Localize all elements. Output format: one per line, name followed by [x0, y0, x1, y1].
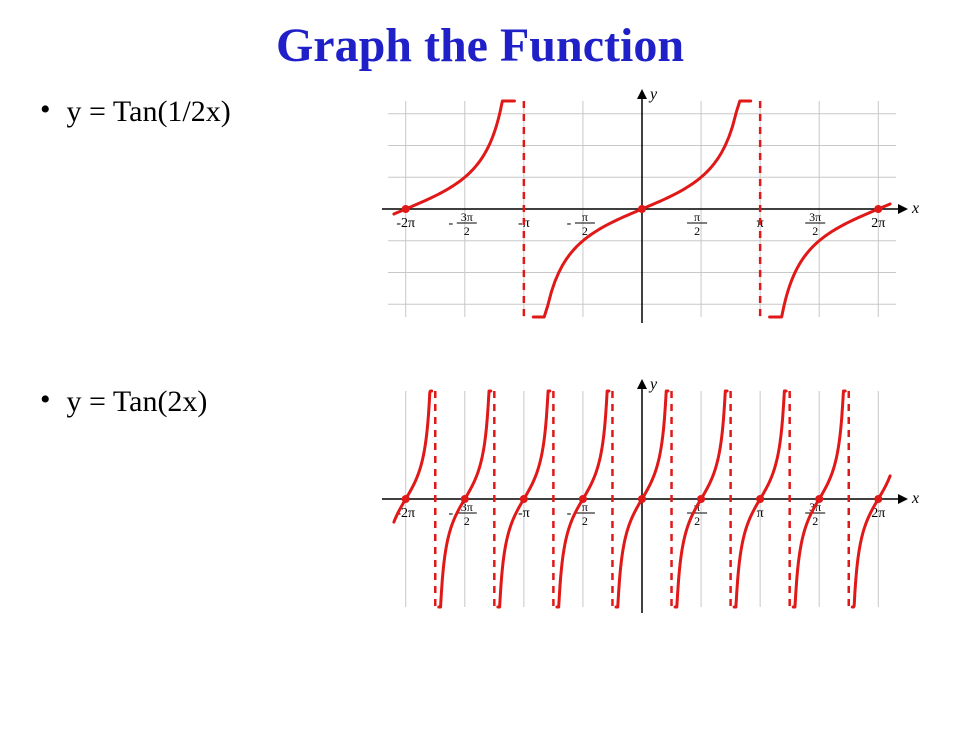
svg-text:2: 2	[582, 514, 588, 528]
bullet-2: • y = Tan(2x)	[40, 375, 360, 419]
svg-text:2: 2	[464, 514, 470, 528]
chart-2-container: xy-2π-3π2-π-π2π2π3π22π	[360, 375, 940, 635]
svg-text:-: -	[448, 216, 453, 231]
svg-text:2: 2	[694, 514, 700, 528]
svg-text:-2π: -2π	[396, 216, 415, 231]
svg-text:y: y	[648, 86, 658, 103]
svg-text:y: y	[648, 376, 658, 393]
svg-text:x: x	[911, 490, 919, 507]
svg-text:3π: 3π	[461, 210, 473, 224]
svg-text:2: 2	[812, 514, 818, 528]
svg-text:2π: 2π	[871, 216, 885, 231]
svg-text:-: -	[567, 506, 572, 521]
chart-2: xy-2π-3π2-π-π2π2π3π22π	[360, 375, 920, 635]
svg-text:-: -	[567, 216, 572, 231]
row-2: • y = Tan(2x) xy-2π-3π2-π-π2π2π3π22π	[40, 375, 940, 635]
page-title: Graph the Function	[0, 18, 960, 73]
svg-text:3π: 3π	[809, 210, 821, 224]
chart-1: xy-2π-3π2-π-π2π2π3π22π	[360, 85, 920, 345]
bullet-dot-icon: •	[40, 385, 51, 415]
svg-text:π: π	[757, 506, 764, 521]
svg-text:2: 2	[694, 224, 700, 238]
svg-text:π: π	[582, 210, 588, 224]
svg-text:-: -	[448, 506, 453, 521]
svg-text:x: x	[911, 200, 919, 217]
svg-text:2: 2	[812, 224, 818, 238]
bullet-1-text: y = Tan(1/2x)	[67, 95, 231, 129]
row-1: • y = Tan(1/2x) xy-2π-3π2-π-π2π2π3π22π	[40, 85, 940, 345]
svg-text:2: 2	[464, 224, 470, 238]
chart-1-container: xy-2π-3π2-π-π2π2π3π22π	[360, 85, 940, 345]
bullet-1: • y = Tan(1/2x)	[40, 85, 360, 129]
bullet-2-text: y = Tan(2x)	[67, 385, 208, 419]
svg-text:π: π	[694, 210, 700, 224]
bullet-dot-icon: •	[40, 95, 51, 125]
